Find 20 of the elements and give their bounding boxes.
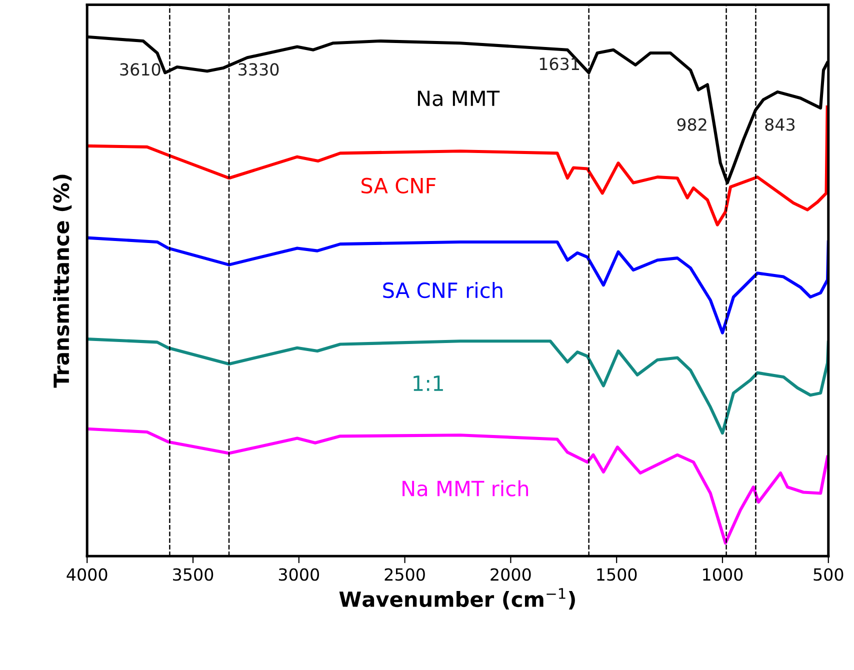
ref-line-label: 982 (677, 118, 706, 131)
y-axis-title: Transmittance (%) (53, 174, 72, 388)
ref-line-label: 3330 (238, 63, 279, 76)
x-tick-label: 1000 (703, 568, 743, 581)
x-axis-title: Wavenumber (cm$^{−1}$) (339, 588, 575, 610)
ref-line-label: 843 (765, 118, 795, 131)
ref-line-label: 3610 (120, 63, 160, 76)
text: Na MMT rich (402, 480, 528, 496)
series-label: SA CNF rich (383, 282, 502, 298)
ref-line-label: 1631 (540, 58, 579, 70)
text: Na MMT (418, 90, 500, 106)
x-tick-label: 2500 (384, 568, 425, 581)
x-tick-label: 3000 (278, 568, 319, 581)
series-label: SA CNF (362, 178, 436, 194)
series-label: 1:1 (414, 376, 443, 391)
x-tick-label: 3500 (173, 568, 214, 581)
x-tick-label: 4000 (66, 568, 108, 581)
x-tick-label: 2000 (490, 568, 531, 581)
x-tick-label: 500 (814, 568, 844, 581)
x-tick-label: 1500 (597, 568, 637, 581)
